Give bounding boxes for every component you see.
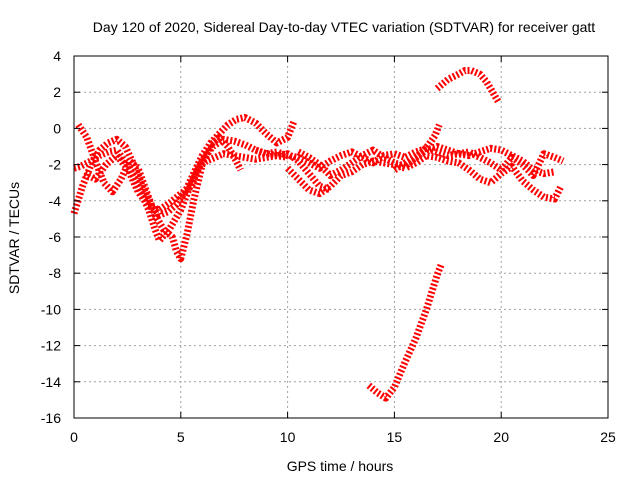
y-tick-label: -6 bbox=[49, 229, 62, 245]
x-tick-label: 25 bbox=[600, 429, 616, 445]
y-tick-label: -4 bbox=[49, 193, 62, 209]
y-tick-label: -10 bbox=[41, 301, 61, 317]
series-layer bbox=[70, 67, 565, 402]
x-tick-label: 5 bbox=[177, 429, 185, 445]
y-tick-label: 4 bbox=[53, 48, 61, 64]
y-tick-label: -16 bbox=[41, 410, 61, 426]
grid-lines bbox=[74, 56, 608, 418]
y-tick-label: 0 bbox=[53, 120, 61, 136]
series-arc-5 bbox=[254, 144, 565, 179]
series-arc-8 bbox=[392, 123, 443, 173]
x-tick-label: 0 bbox=[70, 429, 78, 445]
y-tick-label: -2 bbox=[49, 157, 62, 173]
y-tick-labels: 4 2 0 -2 -4 -6 -8 -10 -12 -14 -16 bbox=[41, 48, 61, 426]
y-tick-label: -8 bbox=[49, 265, 62, 281]
series-arc-6 bbox=[285, 152, 565, 203]
tick-marks bbox=[73, 55, 609, 419]
x-tick-labels: 0 5 10 15 20 25 bbox=[70, 429, 616, 445]
series-arc-3 bbox=[75, 122, 244, 263]
x-tick-label: 15 bbox=[387, 429, 403, 445]
series-arc-2 bbox=[70, 114, 298, 219]
y-tick-label: 2 bbox=[53, 84, 61, 100]
x-axis-label: GPS time / hours bbox=[287, 458, 394, 474]
y-tick-label: -12 bbox=[41, 338, 61, 354]
x-tick-label: 20 bbox=[493, 429, 509, 445]
y-tick-label: -14 bbox=[41, 374, 61, 390]
y-axis-label: SDTVAR / TECUs bbox=[6, 182, 22, 294]
chart-title: Day 120 of 2020, Sidereal Day-to-day VTE… bbox=[93, 19, 596, 35]
x-tick-label: 10 bbox=[280, 429, 296, 445]
